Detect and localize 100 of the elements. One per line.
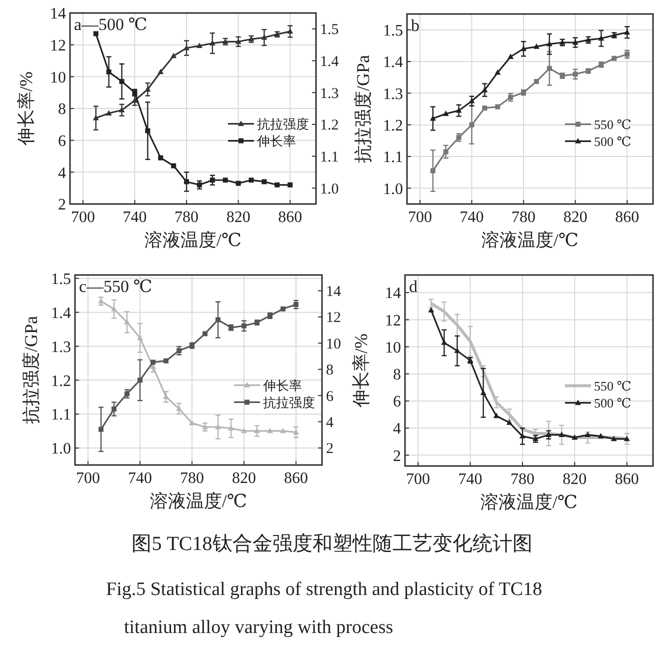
- point: [280, 428, 286, 434]
- y-tick-label: 1.3: [383, 86, 403, 103]
- point: [106, 110, 112, 116]
- y-tick-label: 1.2: [383, 117, 403, 134]
- y-tick-label: 1.0: [51, 440, 71, 458]
- x-axis-title: 溶液温度/℃: [150, 491, 248, 511]
- x-tick-label: 780: [512, 209, 536, 226]
- point: [558, 432, 565, 438]
- y-tick-label: 4: [58, 164, 66, 182]
- x-tick-label: 820: [562, 471, 587, 488]
- point: [112, 406, 116, 412]
- legend-label: 抗拉强度: [263, 394, 315, 410]
- y-axis-title: 抗拉强度/GPa: [353, 54, 373, 163]
- point: [494, 69, 501, 75]
- x-tick-label: 860: [615, 209, 640, 226]
- point: [184, 179, 190, 184]
- point: [164, 358, 168, 364]
- y-tick-label: 1.4: [51, 304, 71, 322]
- point: [469, 122, 474, 128]
- point: [138, 378, 142, 383]
- y-tick-label: 6: [393, 394, 401, 411]
- point: [236, 180, 241, 186]
- y2-tick-label: 10: [326, 336, 341, 352]
- point: [267, 428, 273, 434]
- point: [288, 182, 293, 188]
- legend-label: 550 ℃: [594, 378, 632, 394]
- y-axis-title: 伸长率/%: [351, 334, 371, 408]
- x-tick-label: 860: [614, 471, 639, 488]
- point: [242, 323, 246, 328]
- point: [493, 412, 500, 418]
- point: [274, 182, 280, 188]
- annotation: d: [409, 277, 418, 296]
- y2-tick-label: 1.0: [320, 181, 339, 198]
- point: [171, 163, 176, 168]
- point: [572, 39, 578, 45]
- point: [533, 43, 540, 49]
- annotation: a—500 ℃: [74, 15, 148, 34]
- legend-label: 抗拉强度: [257, 116, 309, 132]
- x-tick-label: 740: [460, 209, 484, 226]
- point: [106, 69, 112, 74]
- y-tick-label: 12: [385, 312, 401, 330]
- y-tick-label: 1.5: [51, 270, 71, 288]
- x-tick-label: 740: [128, 470, 152, 487]
- legend-label: 500 ℃: [594, 134, 632, 149]
- point: [430, 168, 436, 174]
- y-tick-label: 1.1: [51, 406, 71, 424]
- legend-label: 伸长率: [262, 378, 302, 393]
- y-tick-label: 4: [393, 420, 401, 438]
- x-tick-label: 820: [226, 209, 250, 226]
- point: [202, 331, 208, 336]
- point: [610, 436, 617, 442]
- y-axis-title: 伸长率/%: [16, 72, 36, 146]
- point: [519, 433, 526, 438]
- point: [495, 104, 500, 110]
- x-tick-label: 780: [174, 209, 199, 226]
- point: [158, 68, 164, 74]
- caption: Fig.5 Statistical graphs of strength and plasticity of TC18: [106, 579, 542, 600]
- x-tick-label: 780: [510, 471, 534, 488]
- y-tick-label: 1.3: [51, 338, 71, 356]
- x-axis-title: 溶液温度/℃: [481, 230, 579, 250]
- x-tick-label: 700: [70, 209, 95, 226]
- point: [150, 360, 156, 365]
- legend-label: 550 ℃: [594, 116, 632, 132]
- y-tick-label: 6: [58, 132, 66, 150]
- point: [144, 86, 151, 92]
- y2-tick-label: 14: [326, 284, 342, 300]
- x-tick-label: 820: [232, 470, 256, 487]
- point: [612, 56, 617, 61]
- point: [93, 31, 98, 36]
- x-tick-label: 860: [278, 209, 302, 226]
- y-tick-label: 2: [393, 448, 401, 465]
- point: [222, 178, 228, 183]
- legend-label: 伸长率: [256, 133, 296, 148]
- point: [261, 34, 268, 40]
- point: [443, 149, 448, 154]
- point: [480, 390, 486, 396]
- y2-tick-label: 1.3: [320, 86, 339, 102]
- x-tick-label: 740: [458, 471, 482, 488]
- y2-tick-label: 1.4: [320, 54, 340, 70]
- x-tick-label: 780: [180, 470, 204, 487]
- point: [248, 178, 254, 183]
- point: [454, 348, 460, 354]
- point: [482, 86, 488, 92]
- y2-tick-label: 8: [326, 362, 334, 379]
- x-tick-label: 700: [76, 470, 100, 487]
- y2-tick-label: 1.5: [320, 22, 339, 38]
- point: [119, 78, 124, 84]
- text: titanium alloy varying with process: [124, 617, 394, 638]
- point: [216, 317, 220, 322]
- y2-tick-label: 4: [326, 415, 334, 432]
- annotation: b: [411, 16, 420, 35]
- x-axis-title: 溶液温度/℃: [480, 492, 578, 512]
- point: [209, 40, 216, 46]
- point: [482, 106, 488, 111]
- y-tick-label: 1.4: [383, 54, 403, 72]
- y-tick-label: 1.0: [383, 180, 403, 198]
- point: [624, 436, 630, 442]
- y-tick-label: 14: [385, 285, 401, 302]
- y-tick-label: 1.2: [51, 372, 71, 390]
- x-tick-label: 700: [406, 471, 430, 488]
